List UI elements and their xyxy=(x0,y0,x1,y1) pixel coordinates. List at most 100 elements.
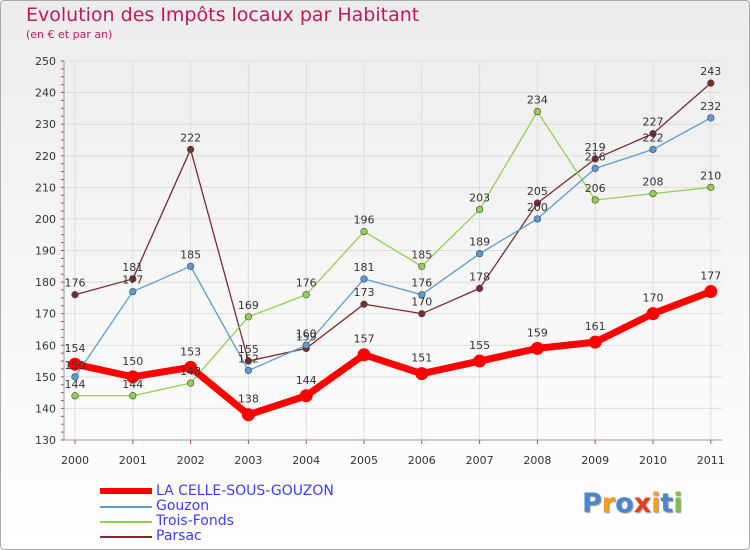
data-point xyxy=(129,287,137,296)
data-point xyxy=(649,190,657,198)
data-label: 189 xyxy=(469,236,490,249)
data-point xyxy=(476,205,484,214)
data-point xyxy=(704,285,718,299)
series-line xyxy=(74,117,712,378)
logo-letter: x xyxy=(633,488,652,519)
data-point xyxy=(241,408,255,422)
data-label: 216 xyxy=(585,150,606,163)
data-point xyxy=(476,284,484,293)
data-point xyxy=(187,145,195,154)
x-tick-label: 2007 xyxy=(466,454,494,467)
data-point xyxy=(187,379,195,387)
data-label: 181 xyxy=(122,261,143,274)
data-point xyxy=(533,215,542,223)
data-label: 176 xyxy=(296,277,317,290)
data-point xyxy=(649,130,657,138)
data-point xyxy=(530,341,544,355)
data-point xyxy=(302,341,310,349)
proxiti-logo: Proxiti xyxy=(582,488,683,519)
y-tick-label: 250 xyxy=(35,55,56,68)
data-point xyxy=(415,367,429,381)
y-tick-label: 150 xyxy=(35,371,56,384)
series-line xyxy=(75,110,711,397)
logo-letter: P xyxy=(582,488,602,519)
legend-label: Trois-Fonds xyxy=(156,513,234,529)
data-label: 169 xyxy=(238,299,259,312)
y-tick-label: 180 xyxy=(35,276,56,289)
logo-letter: i xyxy=(651,488,661,519)
data-point xyxy=(473,354,487,368)
data-label: 176 xyxy=(411,277,432,290)
x-tick-label: 2005 xyxy=(350,454,378,467)
y-tick-label: 170 xyxy=(35,308,56,321)
data-point xyxy=(476,250,484,258)
data-label: 138 xyxy=(238,393,259,406)
y-tick-label: 230 xyxy=(35,118,56,131)
data-label: 205 xyxy=(527,185,548,198)
data-point xyxy=(244,313,252,321)
axes: 130 140 150 160 170 180 190 200 210 220 230 240 250 2… xyxy=(35,55,725,467)
data-point xyxy=(360,227,368,236)
data-point xyxy=(418,310,426,318)
x-tick-label: 2006 xyxy=(408,454,436,467)
data-label: 155 xyxy=(469,339,490,352)
data-label: 178 xyxy=(469,270,490,283)
y-tick-label: 220 xyxy=(35,150,56,163)
legend-label: Parsac xyxy=(156,528,202,544)
data-label: 181 xyxy=(354,261,375,274)
series-line xyxy=(74,82,712,362)
x-tick-label: 2003 xyxy=(234,454,262,467)
data-label: 148 xyxy=(180,365,201,378)
data-point xyxy=(299,389,313,403)
y-tick-label: 130 xyxy=(35,434,56,447)
data-label: 150 xyxy=(65,359,86,372)
data-label: 234 xyxy=(527,94,548,107)
data-point xyxy=(646,307,660,321)
data-label: 170 xyxy=(411,296,432,309)
legend-swatch-celle xyxy=(100,488,152,494)
data-point xyxy=(707,114,715,122)
x-tick-label: 2001 xyxy=(119,454,147,467)
logo-letter: o xyxy=(615,488,634,519)
data-label: 243 xyxy=(700,65,721,78)
x-tick-label: 2000 xyxy=(61,454,89,467)
data-point xyxy=(418,291,426,299)
data-label: 227 xyxy=(643,116,664,129)
data-point xyxy=(707,79,715,87)
data-point xyxy=(418,262,426,270)
data-label: 150 xyxy=(122,355,143,368)
data-label: 210 xyxy=(700,169,721,182)
grid-lines xyxy=(64,60,722,441)
data-label: 200 xyxy=(527,201,548,214)
data-label: 144 xyxy=(122,378,143,391)
data-label: 203 xyxy=(469,191,490,204)
legend-swatch-trois-fonds xyxy=(100,521,152,523)
data-point xyxy=(649,145,657,154)
data-point xyxy=(129,275,137,283)
data-label-layer: 176 181 222 155 159 173 170 178 205 219 227 243 144 1… xyxy=(65,65,722,406)
data-point xyxy=(591,164,599,172)
data-point xyxy=(357,348,371,362)
data-label: 208 xyxy=(643,176,664,189)
data-point xyxy=(360,275,368,283)
data-label: 155 xyxy=(238,343,259,356)
logo-letter: t xyxy=(660,488,674,519)
data-label: 222 xyxy=(643,131,664,144)
x-tick-label: 2004 xyxy=(292,454,320,467)
logo-letter: r xyxy=(601,488,616,519)
series-layer xyxy=(68,79,718,422)
data-label: 196 xyxy=(354,214,375,227)
data-label: 170 xyxy=(643,292,664,305)
legend-label: Gouzon xyxy=(156,498,210,514)
data-point xyxy=(360,300,368,308)
data-point xyxy=(588,335,602,349)
y-tick-label: 200 xyxy=(35,213,56,226)
data-label: 144 xyxy=(296,374,317,387)
data-label: 159 xyxy=(527,326,548,339)
data-point xyxy=(71,373,79,381)
legend-label: LA CELLE-SOUS-GOUZON xyxy=(156,483,334,499)
x-tick-label: 2011 xyxy=(697,454,725,467)
data-label: 206 xyxy=(585,182,606,195)
chart-subtitle: (en € et par an) xyxy=(26,28,113,41)
